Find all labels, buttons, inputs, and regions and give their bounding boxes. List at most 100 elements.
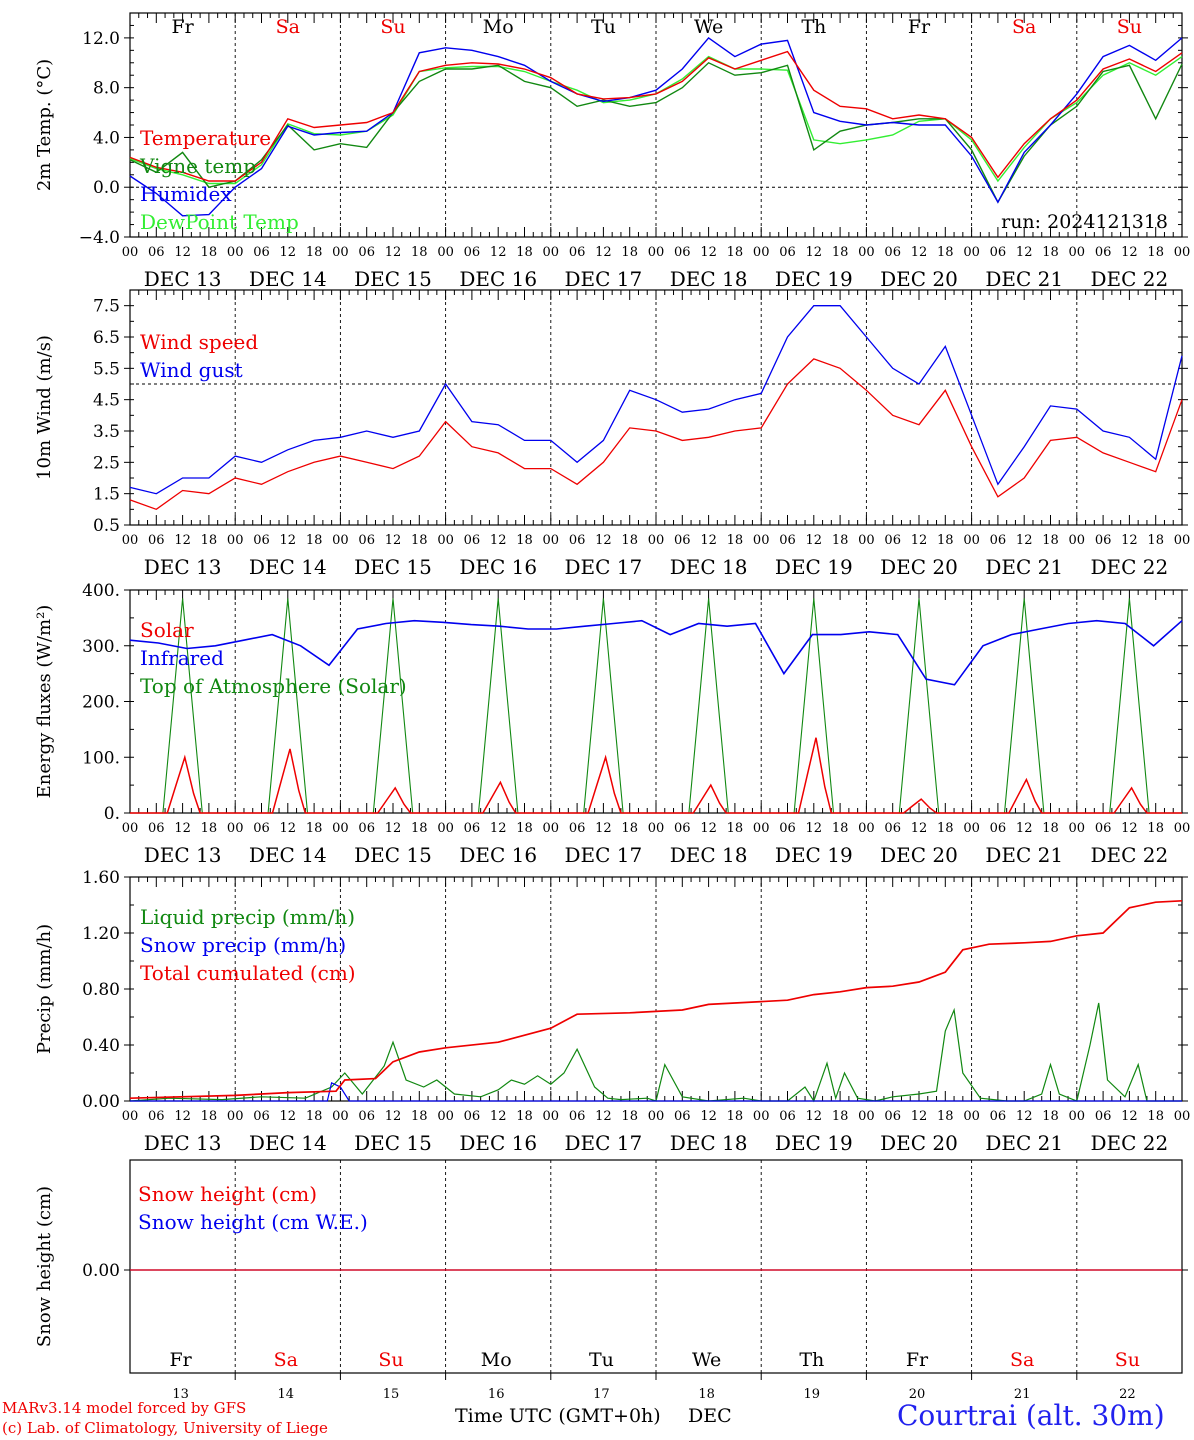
weekday-label: Fr: [171, 16, 194, 38]
date-label: DEC 20: [880, 555, 958, 579]
hour-tick-label: 00: [753, 533, 770, 548]
hour-tick-label: 18: [832, 821, 849, 836]
y-tick-label: 4.0: [93, 128, 120, 148]
hour-tick-label: 00: [227, 1109, 244, 1124]
series-red: [129, 50, 1183, 182]
hour-tick-label: 18: [516, 533, 533, 548]
hour-tick-label: 06: [569, 245, 586, 260]
hour-tick-label: 12: [806, 533, 823, 548]
date-label: DEC 19: [775, 267, 853, 291]
weekday-label: Mo: [483, 16, 514, 38]
hour-tick-label: 18: [1147, 245, 1164, 260]
legend-entry: Temperature: [140, 126, 271, 150]
hour-tick-label: 06: [990, 245, 1007, 260]
date-label: DEC 19: [775, 1131, 853, 1155]
hour-tick-label: 06: [148, 245, 165, 260]
hour-tick-label: 12: [1016, 245, 1033, 260]
hour-tick-label: 12: [595, 821, 612, 836]
hour-tick-label: 12: [911, 245, 928, 260]
legend-entry: Infrared: [140, 646, 224, 670]
y-tick-label: 0.80: [82, 980, 120, 1000]
hour-tick-label: 00: [648, 1109, 665, 1124]
lab-credit: (c) Lab. of Climatology, University of L…: [2, 1419, 328, 1437]
hour-tick-label: 18: [306, 1109, 323, 1124]
hour-tick-label: 06: [884, 1109, 901, 1124]
weekday-label: Su: [1115, 1349, 1140, 1371]
hour-tick-label: 06: [569, 821, 586, 836]
day-number: 17: [593, 1387, 610, 1402]
hour-tick-label: 06: [253, 533, 270, 548]
hour-tick-label: 18: [411, 245, 428, 260]
hour-tick-label: 18: [1042, 533, 1059, 548]
date-label: DEC 16: [459, 267, 537, 291]
model-credit: MARv3.14 model forced by GFS: [2, 1399, 247, 1417]
date-label: DEC 21: [985, 267, 1063, 291]
legend-entry: Solar: [140, 618, 194, 642]
hour-tick-label: 12: [490, 245, 507, 260]
hour-tick-label: 18: [1147, 821, 1164, 836]
hour-tick-label: 06: [253, 245, 270, 260]
date-label: DEC 13: [144, 843, 222, 867]
hour-tick-label: 18: [1147, 533, 1164, 548]
hour-tick-label: 18: [832, 533, 849, 548]
date-label: DEC 18: [670, 843, 748, 867]
weekday-label: Fr: [169, 1349, 192, 1371]
hour-tick-label: 18: [306, 245, 323, 260]
date-label: DEC 15: [354, 555, 432, 579]
hour-tick-label: 12: [174, 533, 191, 548]
hour-tick-label: 00: [543, 821, 560, 836]
weekday-label: Mo: [481, 1349, 512, 1371]
date-label: DEC 15: [354, 1131, 432, 1155]
hour-tick-label: 18: [621, 245, 638, 260]
date-label: DEC 13: [144, 1131, 222, 1155]
hour-tick-label: 12: [1121, 245, 1138, 260]
series-infrared: [129, 619, 1183, 686]
date-label: DEC 16: [459, 555, 537, 579]
hour-tick-label: 06: [1095, 245, 1112, 260]
day-number: 18: [698, 1387, 715, 1402]
y-tick-label: 12.0: [82, 29, 120, 49]
hour-tick-label: 12: [1016, 533, 1033, 548]
hour-tick-label: 12: [595, 245, 612, 260]
weekday-label: We: [692, 1349, 721, 1371]
legend-entry: Wind gust: [140, 358, 243, 382]
hour-tick-label: 18: [727, 1109, 744, 1124]
date-label: DEC 17: [565, 555, 643, 579]
hour-tick-label: 00: [437, 245, 454, 260]
date-label: DEC 17: [565, 267, 643, 291]
hour-tick-label: 18: [621, 821, 638, 836]
hour-tick-label: 18: [1042, 245, 1059, 260]
weekday-label: Su: [378, 1349, 403, 1371]
hour-tick-label: 00: [1174, 821, 1191, 836]
hour-tick-label: 12: [700, 1109, 717, 1124]
hour-tick-label: 18: [201, 821, 218, 836]
hour-tick-label: 00: [437, 533, 454, 548]
hour-tick-label: 18: [727, 821, 744, 836]
hour-tick-label: 18: [832, 245, 849, 260]
hour-tick-label: 12: [806, 821, 823, 836]
series-blue: [130, 1081, 1182, 1102]
hour-tick-label: 00: [858, 1109, 875, 1124]
hour-tick-label: 06: [779, 1109, 796, 1124]
date-label: DEC 21: [985, 1131, 1063, 1155]
y-tick-label: 2.5: [93, 453, 120, 473]
y-tick-label: 0.0: [93, 178, 120, 198]
hour-tick-label: 12: [595, 1109, 612, 1124]
y-tick-label: 400.: [82, 581, 120, 601]
hour-tick-label: 00: [858, 245, 875, 260]
hour-tick-label: 00: [122, 821, 139, 836]
x-axis-label: Time UTC (GMT+0h): [455, 1405, 661, 1427]
day-number: 13: [172, 1387, 189, 1402]
series-solar: [130, 737, 1182, 814]
date-label: DEC 20: [880, 267, 958, 291]
y-tick-label: 0.00: [82, 1092, 120, 1112]
hour-tick-label: 18: [727, 245, 744, 260]
hour-tick-label: 12: [280, 1109, 297, 1124]
hour-tick-label: 12: [490, 821, 507, 836]
hour-tick-label: 00: [1069, 1109, 1086, 1124]
panel-frame: [129, 589, 1183, 814]
hour-tick-label: 00: [1069, 245, 1086, 260]
y-axis-label: 2m Temp. (°C): [34, 59, 55, 191]
hour-tick-label: 18: [621, 533, 638, 548]
date-label: DEC 20: [880, 843, 958, 867]
